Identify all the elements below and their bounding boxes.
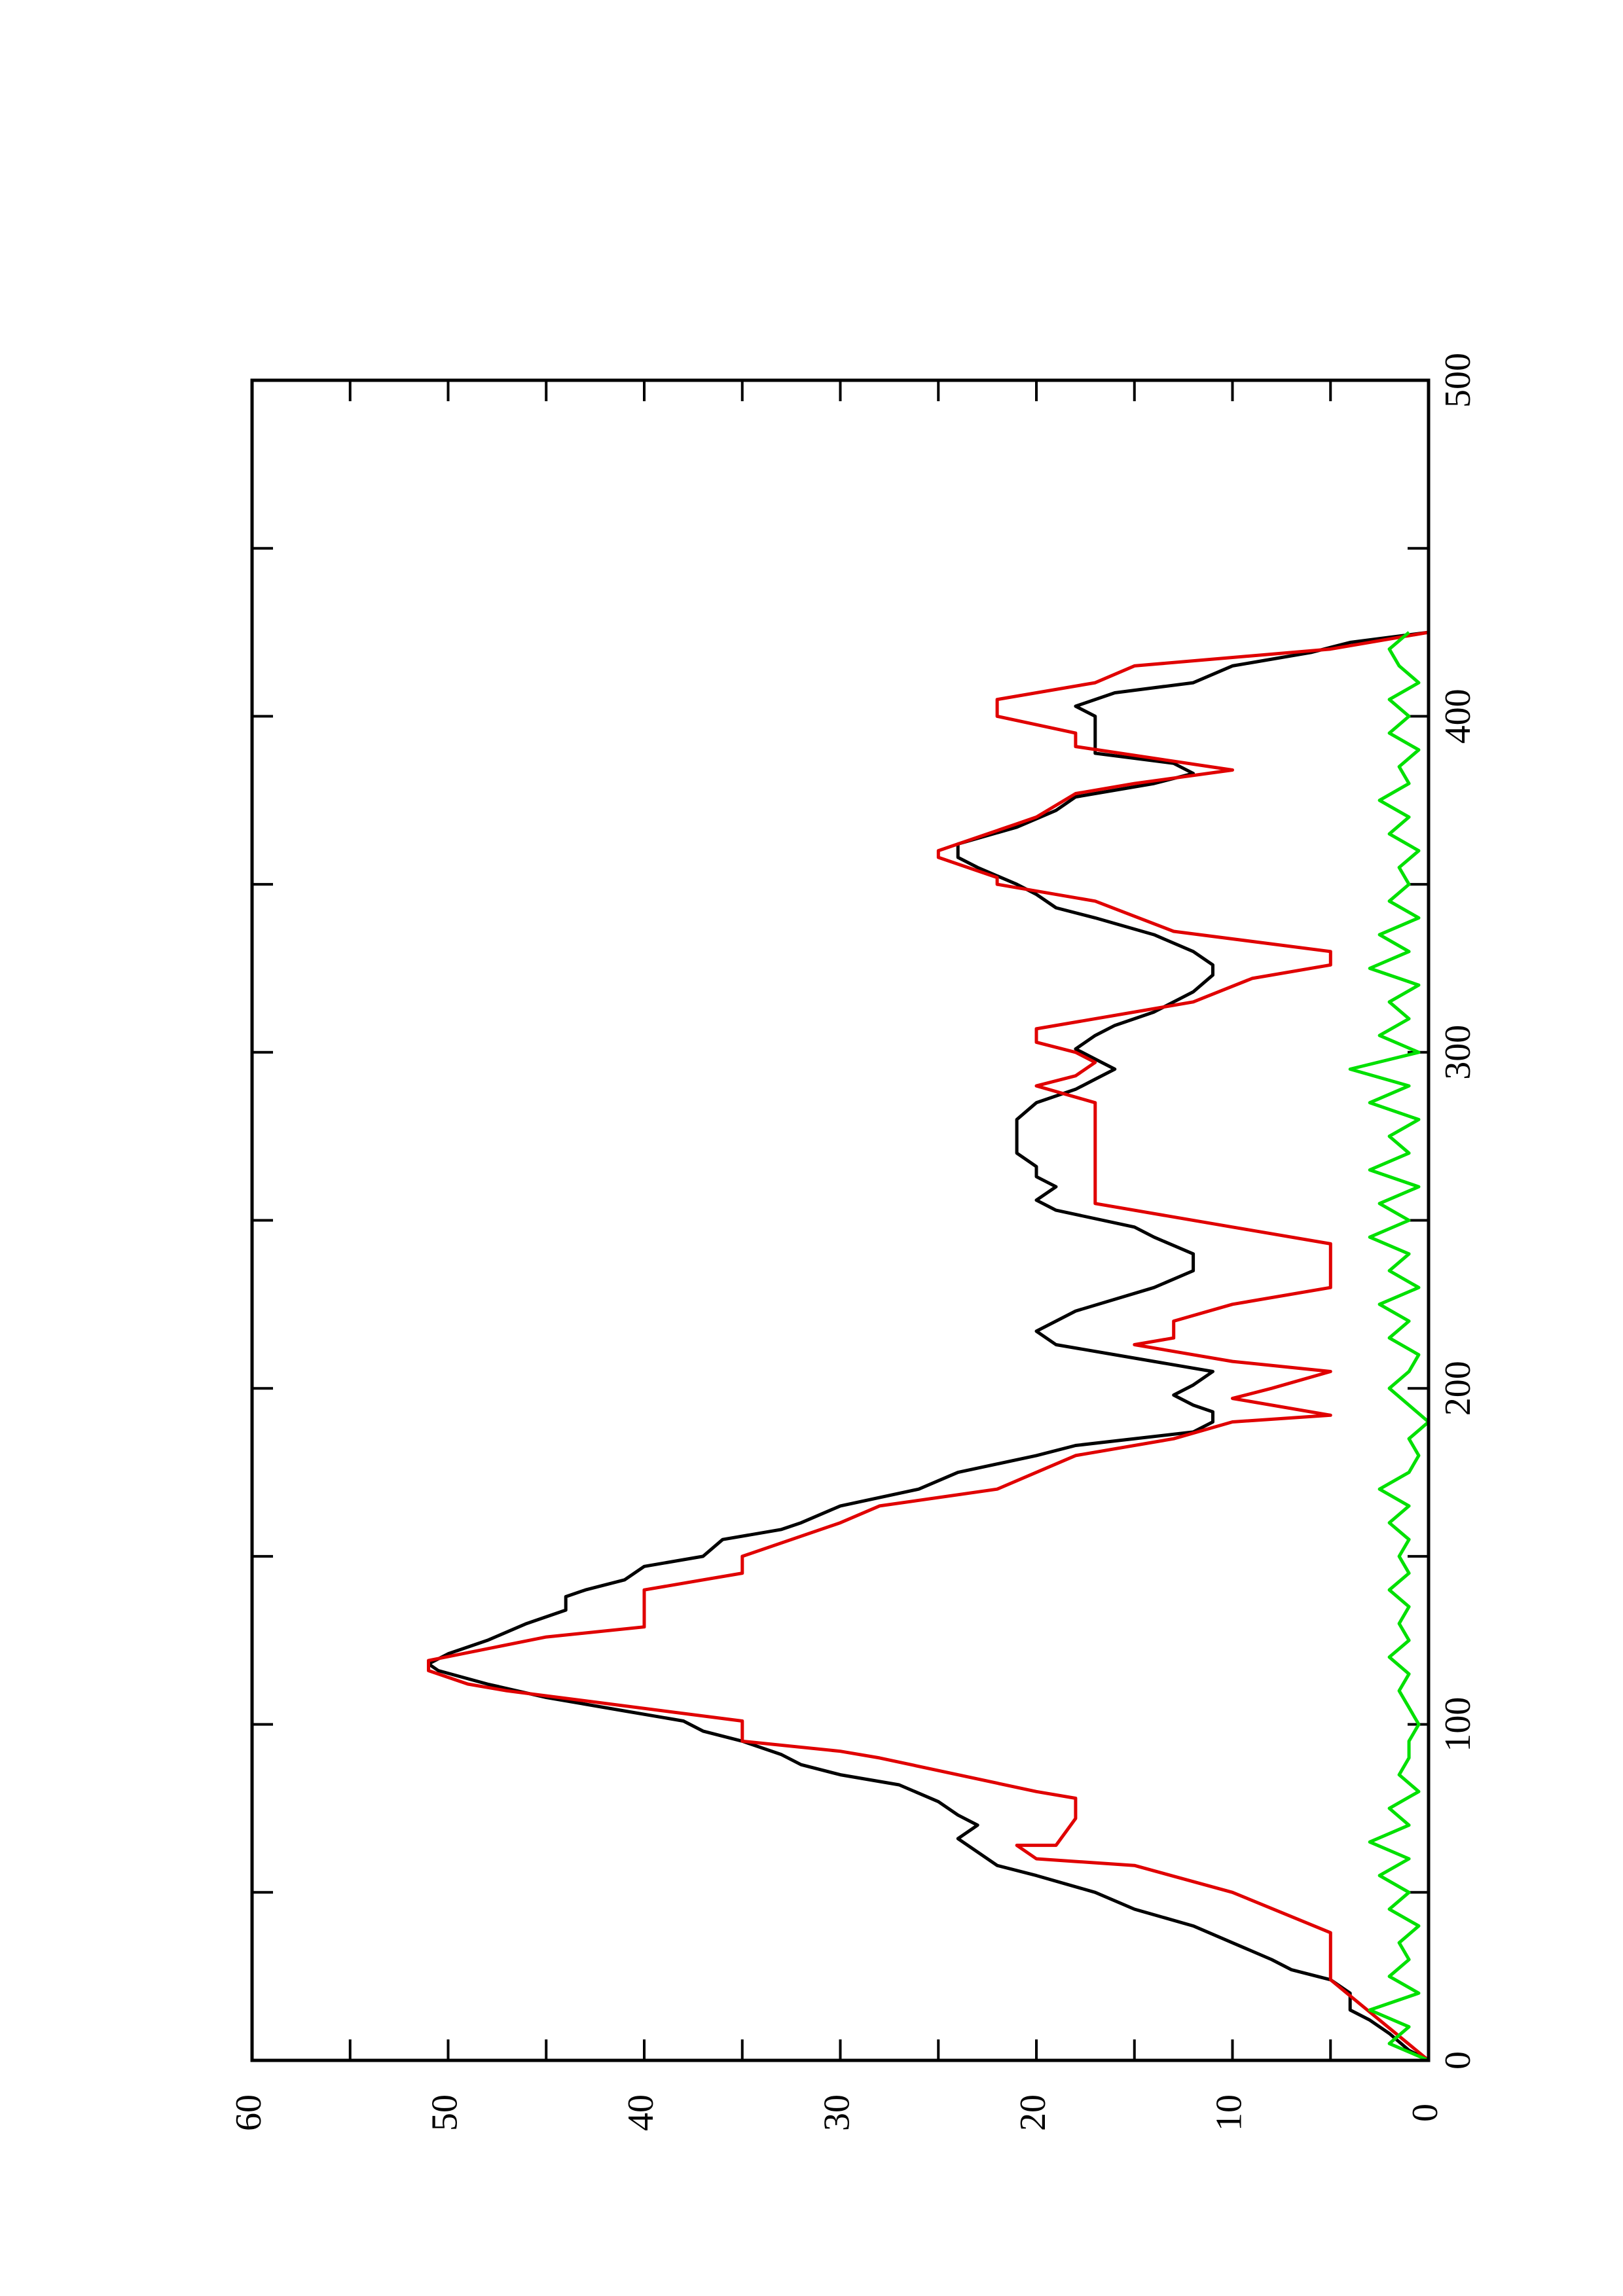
x-tick-label: 500 [1438, 353, 1478, 408]
x-tick-label: 300 [1438, 1025, 1478, 1080]
x-tick-label: 200 [1438, 1361, 1478, 1416]
y-tick-label: 20 [1013, 2094, 1053, 2131]
y-tick-label: 0 [1405, 2104, 1446, 2122]
y-tick-label: 50 [424, 2094, 465, 2131]
series-line [427, 630, 1430, 2062]
series-line [427, 630, 1430, 2062]
y-tick-label: 30 [816, 2094, 857, 2131]
x-tick-label: 400 [1438, 689, 1478, 744]
y-tick-label: 60 [228, 2094, 269, 2131]
x-tick-label: 100 [1438, 1697, 1478, 1752]
x-tick-label: 0 [1438, 2051, 1478, 2070]
series-line [1348, 631, 1431, 2062]
y-tick-label: 10 [1209, 2094, 1249, 2131]
plot-frame [250, 378, 1431, 2062]
y-tick-label: 40 [621, 2094, 661, 2131]
